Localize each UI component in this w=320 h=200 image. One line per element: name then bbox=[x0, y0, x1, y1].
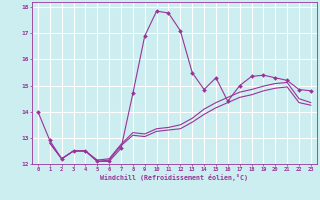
X-axis label: Windchill (Refroidissement éolien,°C): Windchill (Refroidissement éolien,°C) bbox=[100, 174, 248, 181]
